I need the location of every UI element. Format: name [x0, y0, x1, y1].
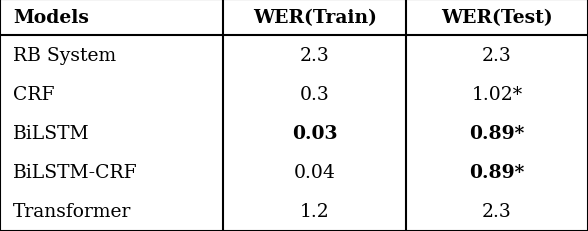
Text: 0.3: 0.3 [300, 85, 329, 103]
Text: WER(Train): WER(Train) [253, 9, 376, 27]
Text: BiLSTM-CRF: BiLSTM-CRF [13, 164, 138, 181]
Text: 0.89*: 0.89* [469, 125, 524, 142]
Text: 1.02*: 1.02* [472, 85, 522, 103]
Text: WER(Test): WER(Test) [441, 9, 553, 27]
Text: Transformer: Transformer [13, 203, 131, 220]
Text: 0.89*: 0.89* [469, 164, 524, 181]
Text: Models: Models [13, 9, 89, 27]
Text: 0.04: 0.04 [293, 164, 336, 181]
Text: 2.3: 2.3 [482, 46, 512, 64]
Text: 1.2: 1.2 [300, 203, 329, 220]
Text: BiLSTM: BiLSTM [13, 125, 89, 142]
Text: CRF: CRF [13, 85, 55, 103]
Text: 2.3: 2.3 [300, 46, 329, 64]
Text: RB System: RB System [13, 46, 116, 64]
Text: 0.03: 0.03 [292, 125, 338, 142]
Text: 2.3: 2.3 [482, 203, 512, 220]
